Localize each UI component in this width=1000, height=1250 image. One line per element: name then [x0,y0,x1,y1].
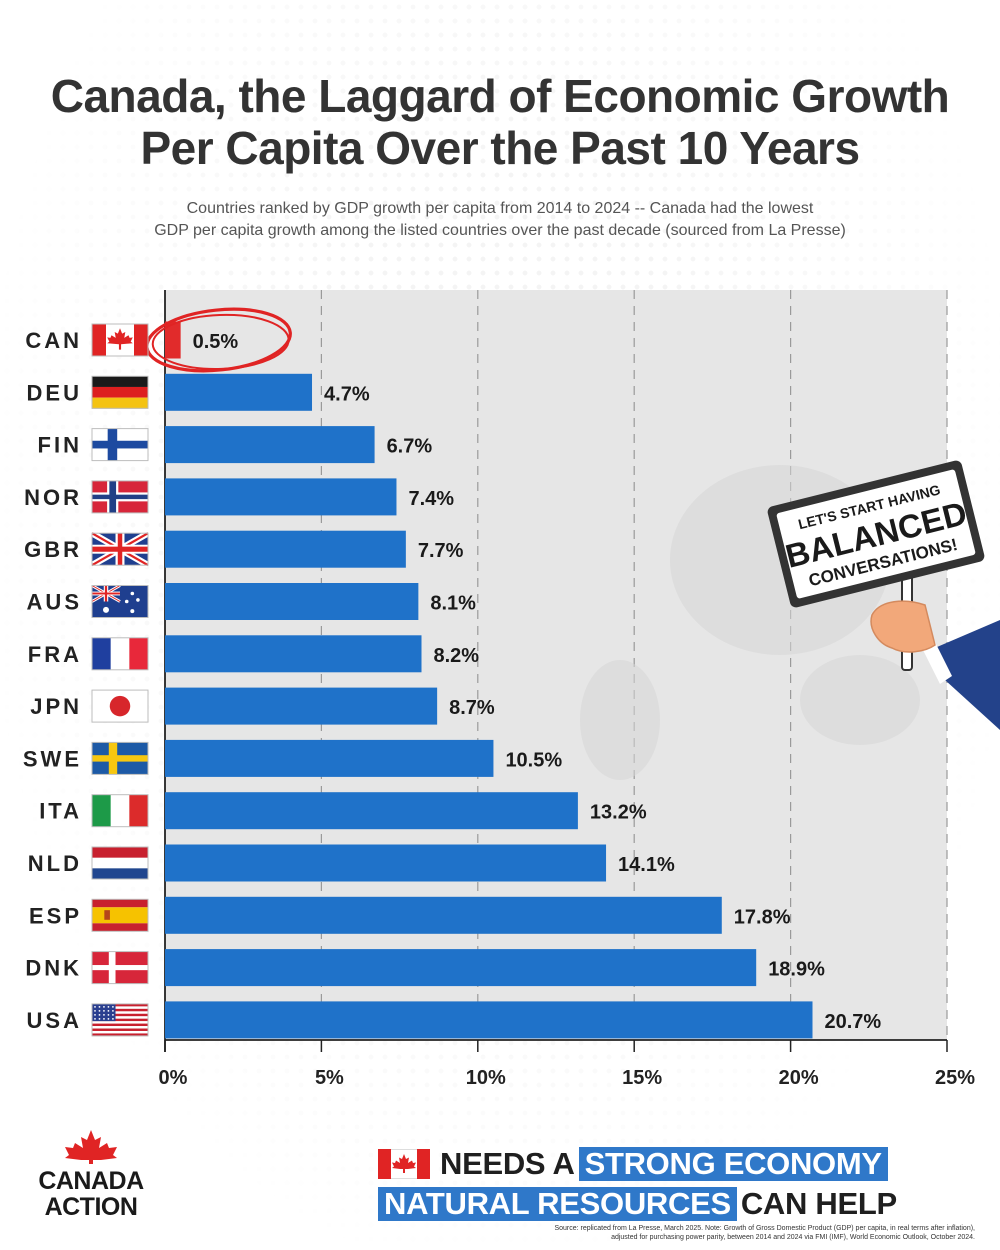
bar-jpn [165,687,438,725]
bar-usa [165,1001,813,1039]
highlight-circle [151,313,290,371]
subtitle-line-2: GDP per capita growth among the listed c… [154,222,846,239]
country-code-label: DEU [27,380,82,405]
x-tick-label: 5% [315,1067,344,1089]
x-tick-label: 25% [935,1067,975,1089]
balanced-conversations-sign: LET'S START HAVING BALANCED CONVERSATION… [580,460,1000,780]
logo-text-line-2: ACTION [44,1193,138,1221]
bar-gbr [165,530,406,568]
source-note: Source: replicated from La Presse, March… [440,1224,975,1242]
country-code-label: NLD [28,851,82,876]
bar-aus [165,583,419,620]
bar-value-label: 20.7% [824,1011,881,1033]
country-code-label: ITA [39,799,82,824]
bar-value-label: 10.5% [505,749,562,771]
bar-value-label: 8.2% [433,645,479,667]
bar-nld [165,844,607,882]
flag-fra-icon [91,637,149,671]
x-tick-label: 20% [779,1067,819,1089]
gdp-growth-bar-chart: 0% 5% 10% 15% 20% 25% CAN 0.5% DEU 4.7% FIN 6.7% NOR… [23,290,1000,1089]
bar-dnk [165,949,757,987]
page-title: Canada, the Laggard of Economic Growth P… [0,70,1000,174]
bar-deu [165,373,313,411]
bar-fin [165,426,375,464]
bar-value-label: 0.5% [193,331,239,353]
bar-value-label: 13.2% [590,802,647,824]
flag-deu-icon [91,375,149,409]
flag-gbr-icon [90,530,150,568]
country-code-label: CAN [25,328,82,353]
bar-can [165,321,181,359]
country-code-label: USA [27,1008,82,1033]
source-note-line-2: adjusted for purchasing power parity, be… [611,1234,975,1241]
flag-dnk-icon [91,951,149,985]
flag-esp-icon [91,898,149,932]
logo-text-line-1: CANADA [38,1167,144,1195]
maple-leaf-icon [65,1130,117,1164]
bar-swe [165,739,494,777]
x-tick-label: 0% [159,1067,188,1089]
jacket-sleeve [930,620,1000,730]
sign-face [776,469,976,599]
bar-value-label: 4.7% [324,383,370,405]
slogan-banner: NEEDS A STRONG ECONOMY NATURAL RESOURCES… [378,1146,978,1226]
canada-action-logo: CANADA ACTION [26,1128,156,1220]
bar-nor [165,478,397,516]
country-code-label: FRA [28,642,82,667]
flag-can-icon [91,323,149,357]
flag-usa-icon [91,1003,149,1037]
banner-row-1: NEEDS A STRONG ECONOMY [378,1146,978,1182]
flag-ita-icon [91,794,149,828]
flag-jpn-icon [91,689,149,723]
flag-aus-icon [91,584,149,618]
hand [870,600,936,653]
title-line-2: Per Capita Over the Past 10 Years [140,122,860,174]
flag-nld-icon [91,846,149,880]
bar-value-label: 6.7% [387,436,433,458]
banner-strong-economy-text: STRONG ECONOMY [578,1147,888,1181]
bar-value-label: 8.1% [430,593,476,615]
bar-value-label: 14.1% [618,854,675,876]
canada-flag-icon [378,1149,430,1179]
country-code-label: AUS [27,590,82,615]
banner-row-2: NATURAL RESOURCES CAN HELP [378,1186,978,1222]
country-code-label: SWE [23,746,82,771]
bar-ita [165,792,578,830]
country-code-label: DNK [25,956,82,981]
x-tick-label: 15% [622,1067,662,1089]
banner-natural-resources-text: NATURAL RESOURCES [378,1187,737,1221]
country-code-label: ESP [29,903,82,928]
subtitle-line-1: Countries ranked by GDP growth per capit… [186,200,814,217]
banner-needs-a-text: NEEDS A [440,1146,575,1181]
flag-nor-icon [91,480,149,514]
flag-swe-icon [91,741,149,775]
shirt-cuff [922,640,952,684]
bar-value-label: 7.7% [418,540,464,562]
title-line-1: Canada, the Laggard of Economic Growth [50,70,950,122]
bar-esp [165,896,722,934]
banner-can-help-text: CAN HELP [740,1186,897,1221]
bar-fra [165,635,422,673]
country-code-label: FIN [38,433,82,458]
country-code-label: GBR [24,537,82,562]
page-subtitle: Countries ranked by GDP growth per capit… [100,198,900,242]
flag-fin-icon [91,428,149,462]
bar-value-label: 8.7% [449,697,495,719]
x-tick-label: 10% [466,1067,506,1089]
bar-value-label: 7.4% [408,488,454,510]
bar-value-label: 17.8% [734,906,791,928]
source-note-line-1: Source: replicated from La Presse, March… [554,1225,975,1232]
bar-value-label: 18.9% [768,959,825,981]
country-code-label: NOR [24,485,82,510]
country-code-label: JPN [30,694,82,719]
